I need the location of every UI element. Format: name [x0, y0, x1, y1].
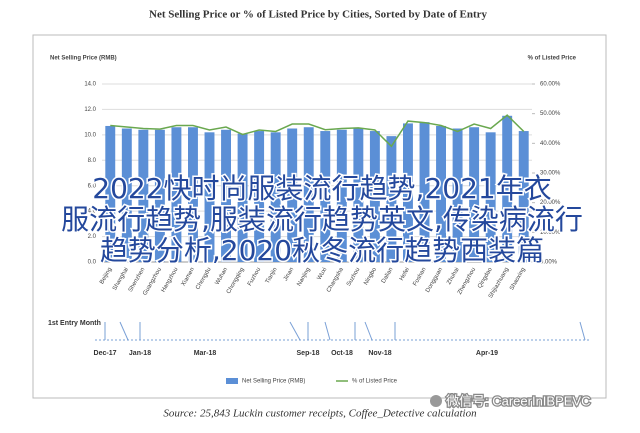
- x-tick-label: Jinan: [283, 267, 295, 282]
- bar: [188, 127, 198, 262]
- y-tick-label: 10.0: [84, 132, 96, 138]
- x-tick-label: Shaoxing: [509, 267, 527, 292]
- bar: [485, 132, 496, 262]
- bar: [518, 131, 529, 262]
- x-tick-label: Dalian: [381, 267, 395, 285]
- timeline-label: Mar-18: [194, 350, 217, 357]
- timeline-label: Sep-18: [297, 350, 320, 357]
- overlay-text: 趋势分析,2020秋冬流行趋势西装篇: [100, 234, 544, 267]
- x-tick-label: Tianjin: [265, 267, 279, 285]
- y2-tick-label: 20.00%: [540, 200, 561, 206]
- x-tick-label: Wuxi: [317, 267, 329, 281]
- y-tick-label: 2.0: [88, 234, 97, 240]
- x-tick-label: Wuhan: [214, 267, 229, 286]
- timeline-brackets: [104, 321, 586, 341]
- bar: [502, 115, 513, 263]
- bar: [204, 132, 215, 262]
- x-tick-label: Hangzhou: [161, 267, 180, 294]
- bar: [138, 129, 149, 262]
- x-tick-label: Xiamen: [181, 267, 196, 288]
- wechat-icon: [430, 395, 442, 407]
- y2-tick-label: 30.00%: [540, 171, 561, 177]
- x-tick-label: Suzhou: [346, 267, 361, 288]
- x-tick-label: Beijing: [99, 267, 113, 286]
- bar: [105, 125, 116, 262]
- bar: [353, 128, 364, 262]
- x-tick-label: Chengdu: [195, 267, 212, 291]
- legend-swatch: [226, 378, 238, 384]
- timeline-label: Oct-18: [331, 350, 353, 357]
- legend-label: Net Selling Price (RMB): [242, 379, 305, 385]
- x-tick-label: Zhuhai: [446, 267, 460, 286]
- y-axis-label: Net Selling Price (RMB): [50, 56, 117, 62]
- bar: [221, 129, 231, 262]
- x-tick-label: Shenzhen: [128, 267, 147, 293]
- bar: [270, 132, 281, 262]
- bar: [287, 128, 298, 262]
- x-tick-label: Changsha: [326, 266, 345, 293]
- y-tick-label: 0.0: [88, 260, 97, 266]
- x-tick-label: Zhengzhou: [457, 267, 477, 296]
- x-tick-label: Chongqing: [226, 267, 246, 295]
- y-tick-label: 4.0: [88, 209, 97, 215]
- bar: [121, 128, 132, 262]
- bar: [171, 127, 182, 262]
- bar: [336, 129, 347, 262]
- chart-frame: [32, 34, 607, 399]
- x-tick-label: Nanjing: [296, 267, 311, 288]
- y-tick-label: 8.0: [88, 158, 97, 164]
- y-tick-label: 12.0: [84, 107, 96, 113]
- legend-label: % of Listed Price: [352, 379, 398, 385]
- timeline-label: Apr-19: [476, 350, 498, 357]
- watermark: 微信号: CareerInIBPEVC: [446, 393, 591, 408]
- bar: [237, 133, 248, 262]
- bar: [303, 127, 314, 262]
- y2-tick-label: 60.00%: [540, 82, 561, 88]
- x-tick-label: Ningbo: [363, 266, 378, 286]
- overlay-text: 2022快时尚服装流行趋势,2021年衣: [92, 172, 551, 205]
- bar: [254, 131, 265, 262]
- bar: [369, 131, 380, 262]
- timeline-label: Dec-17: [94, 350, 117, 357]
- y2-tick-label: 50.00%: [540, 111, 561, 117]
- source-note: Source: 25,843 Luckin customer receipts,…: [163, 408, 477, 420]
- y-tick-label: 6.0: [88, 183, 97, 189]
- bar: [436, 125, 446, 262]
- x-tick-label: Hefei: [399, 267, 411, 282]
- bar: [419, 122, 430, 263]
- x-tick-label: Fuzhou: [247, 267, 262, 287]
- timeline-label: Nov-18: [368, 350, 391, 357]
- x-tick-label: Qingdao: [477, 266, 494, 289]
- bar: [386, 136, 397, 262]
- y-tick-label: 14.0: [84, 82, 96, 88]
- y2-axis-label: % of Listed Price: [528, 56, 577, 62]
- bar: [469, 127, 480, 262]
- x-tick-label: Foshan: [412, 267, 427, 287]
- overlay-text: 服流行趋势,服装流行趋势英文,传染病流行: [61, 203, 583, 236]
- timeline-title: 1st Entry Month: [48, 320, 101, 327]
- bar: [403, 123, 413, 263]
- bar: [154, 129, 165, 262]
- line-series: [110, 114, 525, 148]
- y2-tick-label: 10.00%: [540, 230, 561, 236]
- chart-title: Net Selling Price or % of Listed Price b…: [149, 9, 487, 21]
- bar: [320, 131, 331, 262]
- x-tick-label: Shanghai: [112, 267, 130, 292]
- y2-tick-label: 0.00%: [540, 260, 558, 266]
- timeline-label: Jan-18: [129, 350, 151, 357]
- x-tick-label: Dongguan: [425, 267, 444, 294]
- bar: [452, 128, 463, 262]
- y2-tick-label: 40.00%: [540, 141, 561, 147]
